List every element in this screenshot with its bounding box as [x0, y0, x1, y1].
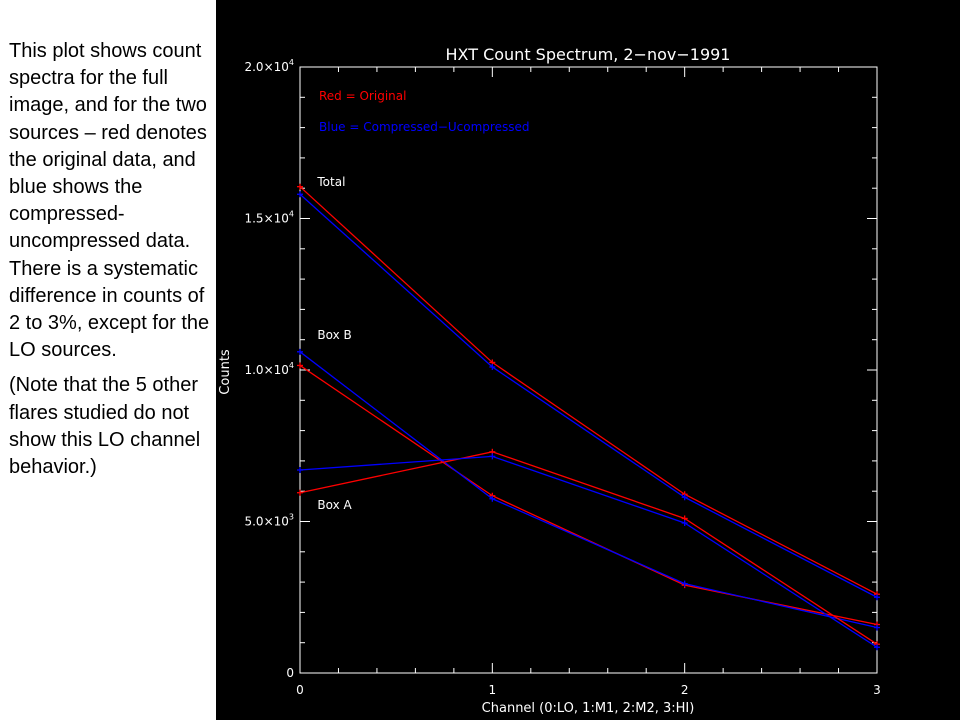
- y-tick-label: 5.0×103: [244, 513, 294, 529]
- y-axis-label: Counts: [218, 349, 233, 395]
- plot-panel: HXT Count Spectrum, 2−nov−1991 0 5.0×103 1…: [216, 0, 960, 720]
- data-point: [681, 580, 688, 587]
- x-tick-label: 2: [681, 683, 689, 697]
- caption-paragraph-2: (Note that the 5 other flares studied do…: [9, 374, 201, 479]
- caption-panel: This plot shows count spectra for the fu…: [0, 0, 216, 720]
- y-tick-mantissa: 1.5×10: [244, 212, 288, 226]
- y-tick-mantissa: 1.0×10: [244, 363, 288, 377]
- y-tick-exponent: 4: [289, 210, 294, 219]
- x-axis-label: Channel (0:LO, 1:M1, 2:M2, 3:HI): [482, 701, 695, 716]
- y-tick-exponent: 4: [289, 361, 294, 370]
- y-tick-mantissa: 2.0×10: [244, 60, 288, 74]
- chart-title: HXT Count Spectrum, 2−nov−1991: [446, 45, 731, 64]
- y-tick-label: 1.0×104: [244, 361, 294, 377]
- series-layer: [297, 183, 880, 651]
- x-tick-label: 0: [296, 683, 304, 697]
- data-point: [681, 520, 688, 527]
- y-tick-label: 2.0×104: [244, 58, 294, 74]
- data-point: [874, 624, 880, 631]
- y-tick-label: 0: [286, 666, 294, 680]
- data-point: [297, 362, 303, 369]
- data-point: [681, 494, 688, 501]
- y-tick-mantissa: 5.0×10: [244, 515, 288, 529]
- y-tick-exponent: 4: [289, 58, 294, 67]
- series-line: [299, 186, 878, 595]
- data-point: [297, 191, 303, 198]
- count-spectrum-chart: HXT Count Spectrum, 2−nov−1991 05.0×1031…: [216, 0, 960, 720]
- x-tick-label: 1: [489, 683, 497, 697]
- plot-background: [216, 0, 960, 720]
- data-point: [297, 183, 303, 190]
- legend: Red = Original Blue = Compressed−Ucompres…: [319, 89, 529, 134]
- data-point: [489, 363, 496, 370]
- annotations: Total Box B Box A: [316, 175, 352, 512]
- data-point: [489, 453, 496, 460]
- series-line: [299, 455, 878, 648]
- data-point: [874, 594, 880, 601]
- y-tick-exponent: 3: [289, 513, 294, 522]
- series-line: [299, 193, 878, 598]
- axis-ticks: [299, 66, 878, 674]
- data-point: [297, 489, 303, 496]
- data-point: [297, 466, 303, 473]
- data-point: [297, 348, 303, 355]
- x-tick-label: 3: [873, 683, 881, 697]
- series-line: [299, 351, 878, 629]
- data-point: [489, 495, 496, 502]
- series-annotation: Box A: [317, 498, 352, 512]
- series-annotation: Box B: [317, 328, 351, 342]
- series-line: [299, 451, 878, 645]
- data-point: [874, 644, 880, 651]
- legend-entry: Blue = Compressed−Ucompressed: [319, 120, 529, 134]
- y-tick-label: 1.5×104: [244, 210, 294, 226]
- series-annotation: Total: [316, 175, 345, 189]
- series-line: [299, 364, 878, 626]
- x-tick-labels: 0 1 2 3: [296, 683, 881, 697]
- y-tick-mantissa: 0: [286, 666, 294, 680]
- legend-entry: Red = Original: [319, 89, 406, 103]
- caption-paragraph-1: This plot shows count spectra for the fu…: [9, 40, 210, 362]
